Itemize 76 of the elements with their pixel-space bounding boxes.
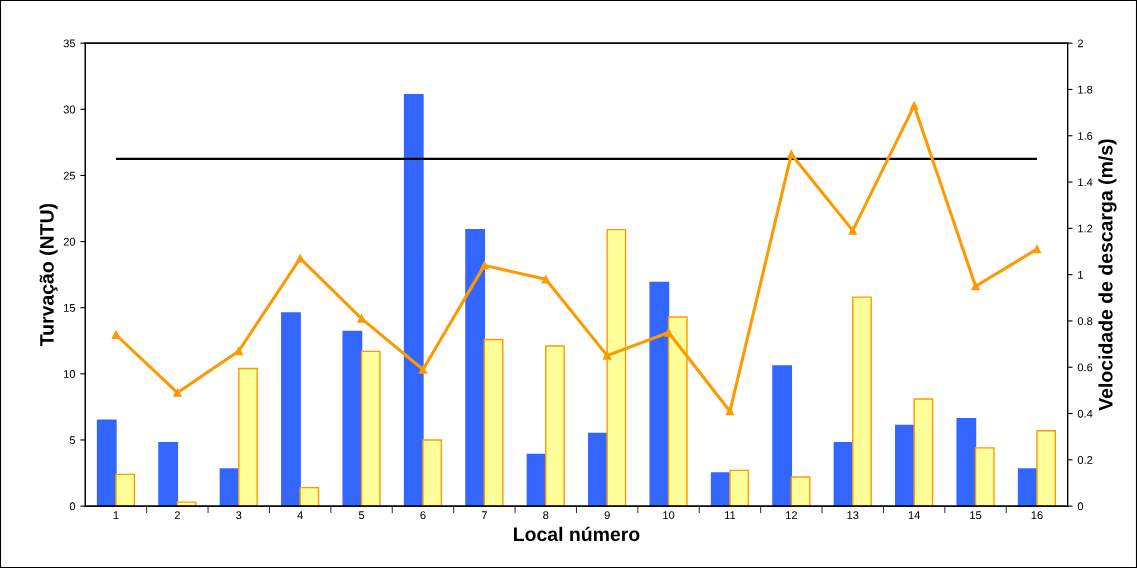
y-tick-label: 20 <box>63 237 76 246</box>
point <box>664 328 673 337</box>
bar <box>913 398 934 507</box>
y-tick-label: 5 <box>69 436 76 445</box>
point <box>848 226 857 235</box>
point <box>173 388 182 397</box>
y-tick-label: 10 <box>64 370 76 378</box>
bar <box>772 365 793 507</box>
point <box>541 275 550 284</box>
y-tick-label: 25 <box>63 171 76 180</box>
bar <box>115 473 136 507</box>
bar <box>545 345 565 507</box>
bar <box>790 476 811 507</box>
bar <box>483 338 504 507</box>
y-tick-label: 30 <box>63 105 76 114</box>
point <box>357 314 366 323</box>
point <box>480 261 489 270</box>
point <box>971 282 980 291</box>
x-tick-label: 1 <box>113 511 119 519</box>
y2-tick-label: 0 <box>1077 502 1084 511</box>
x-tick-label: 12 <box>786 511 797 519</box>
y-tick-label: 15 <box>64 304 76 312</box>
point <box>909 101 919 110</box>
bar <box>238 367 258 507</box>
bar <box>360 350 381 507</box>
x-tick-label: 4 <box>297 511 303 519</box>
x-tick-label: 14 <box>908 511 920 519</box>
y2-tick-label: 1.6 <box>1078 132 1093 140</box>
bar <box>422 439 443 507</box>
x-tick-label: 10 <box>663 511 675 520</box>
y-tick-label: 35 <box>63 39 76 48</box>
bar <box>852 296 872 507</box>
y2-tick-label: 1.4 <box>1078 178 1093 187</box>
bar <box>1036 430 1057 507</box>
y2-tick-label: 0.4 <box>1077 409 1093 418</box>
y2-tick-label: 1.2 <box>1078 224 1093 233</box>
point <box>111 330 121 339</box>
x-tick-label: 5 <box>358 511 365 520</box>
x-tick-label: 2 <box>174 511 180 519</box>
y2-tick-label: 1.8 <box>1078 85 1093 94</box>
bar <box>649 281 670 507</box>
point <box>1032 245 1042 254</box>
x-axis-title: Local número <box>514 526 640 542</box>
bar <box>974 447 995 507</box>
point <box>787 150 796 159</box>
y2-tick-label: 2 <box>1077 39 1083 48</box>
y2-tick-label: 0.8 <box>1077 317 1093 326</box>
x-tick-label: 3 <box>236 511 242 520</box>
x-tick-label: 15 <box>970 511 982 520</box>
x-tick-label: 7 <box>481 511 487 519</box>
x-tick-label: 11 <box>725 511 736 519</box>
y-tick-label: 0 <box>69 502 76 511</box>
bar <box>342 330 363 507</box>
x-tick-label: 13 <box>847 511 859 520</box>
point <box>602 351 612 360</box>
point <box>296 254 305 263</box>
bar <box>465 228 486 507</box>
x-tick-label: 16 <box>1031 511 1043 520</box>
bar <box>403 94 424 507</box>
bar <box>281 312 301 507</box>
bar <box>956 418 977 507</box>
point <box>234 346 243 356</box>
x-tick-label: 8 <box>543 511 549 520</box>
point <box>418 365 428 374</box>
x-tick-label: 6 <box>420 511 426 520</box>
x-tick-label: 9 <box>604 511 610 520</box>
bar <box>729 469 750 507</box>
bar <box>299 486 320 507</box>
y2-tick-label: 0.2 <box>1077 456 1093 464</box>
y2-tick-label: 0.6 <box>1077 363 1093 372</box>
point <box>725 407 735 416</box>
y-axis-title: Turvação (NTU) <box>39 203 58 347</box>
y2-axis-title: Velocidade de descarga (m/s) <box>1098 139 1117 411</box>
y2-tick-label: 1 <box>1078 271 1083 279</box>
bar <box>158 441 179 507</box>
bar <box>96 419 117 507</box>
